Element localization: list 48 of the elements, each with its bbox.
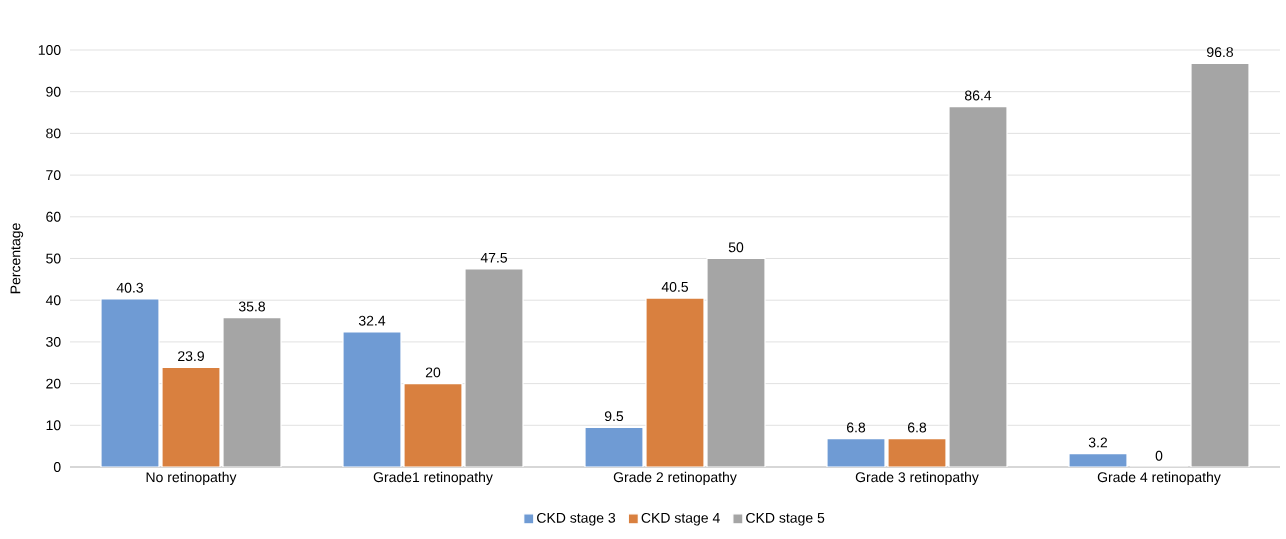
data-label: 96.8 [1207,47,1234,58]
y-tick-label: 20 [46,378,61,389]
data-label: 35.8 [238,301,266,312]
y-tick-label: 90 [46,86,61,97]
bar [706,257,766,467]
data-label: 9.5 [604,411,624,422]
y-tick-label: 0 [53,462,61,472]
bar [222,317,282,467]
x-tick-label: Grade 2 retinopathy [613,471,737,485]
y-tick-label: 10 [46,420,61,431]
x-tick-label: Grade 3 retinopathy [855,471,979,485]
data-label: 40.5 [661,281,689,292]
bar [948,106,1008,467]
y-tick-label: 70 [46,170,61,181]
bar [342,331,402,467]
data-label: 23.9 [178,351,204,362]
bar [161,366,221,467]
data-label: 6.8 [846,422,866,433]
bar [887,438,947,467]
bar [100,298,160,467]
legend-label: CKD stage 3 [537,512,616,526]
legend-label: CKD stage 4 [641,512,720,526]
data-label: 0 [1155,450,1163,461]
y-tick-label: 80 [46,128,61,139]
y-tick-label: 30 [46,336,61,347]
legend-label: CKD stage 5 [746,512,825,526]
x-tick-label: Grade1 retinopathy [373,471,493,485]
data-label: 32.4 [358,315,386,326]
y-axis-title: Percentage [10,223,24,294]
data-label: 47.5 [480,252,508,263]
data-label: 20 [425,367,441,378]
bar [464,268,524,467]
y-tick-label: 40 [45,295,61,306]
x-tick-label: No retinopathy [146,471,237,485]
bar [403,383,463,467]
bar [645,297,705,467]
bar [584,426,644,467]
data-label: 50 [728,242,744,253]
y-tick-label: 50 [46,253,61,264]
y-tick-label: 60 [46,211,61,222]
bar [826,438,886,467]
bar [1190,62,1250,467]
data-label: 86.4 [964,90,992,101]
data-label: 3.2 [1088,437,1108,448]
y-tick-label: 100 [38,45,61,55]
data-label: 6.8 [907,422,927,433]
data-label: 40.3 [116,282,144,293]
x-tick-label: Grade 4 retinopathy [1097,471,1221,485]
